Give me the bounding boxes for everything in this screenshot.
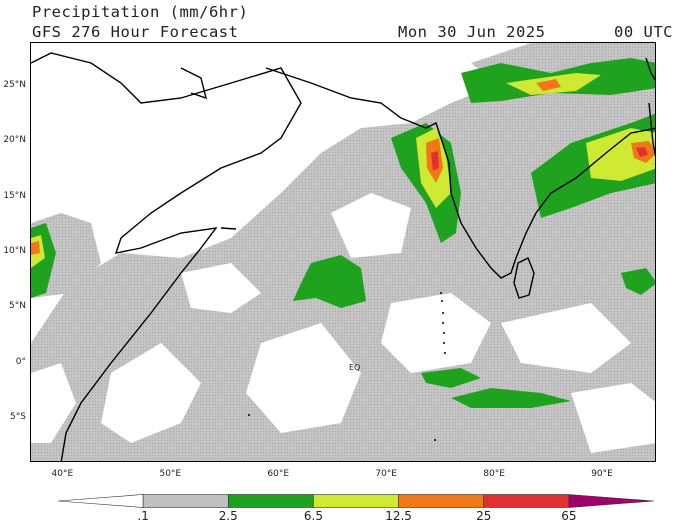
precip-heavy-areas xyxy=(31,73,655,268)
legend-color-swatch xyxy=(313,494,399,508)
longitude-label: 80°E xyxy=(483,469,505,479)
latitude-label: 10°N xyxy=(3,246,26,256)
precip-intense-areas xyxy=(31,79,655,255)
latitude-label: 0° xyxy=(15,356,26,367)
latitude-label: 15°N xyxy=(3,190,26,201)
legend-level-label: 12.5 xyxy=(385,509,412,523)
precipitation-map xyxy=(30,42,656,462)
equator-label: EQ xyxy=(349,363,361,372)
legend-level-label: .1 xyxy=(137,509,149,523)
longitude-label: 40°E xyxy=(51,469,74,479)
map-title: Precipitation (mm/6hr) xyxy=(32,3,249,21)
legend-level-label: 25 xyxy=(476,509,492,523)
island-dots xyxy=(248,292,446,441)
legend-level-label: 6.5 xyxy=(303,509,323,523)
latitude-label: 5°N xyxy=(9,301,26,312)
longitude-label: 90°E xyxy=(591,469,613,479)
legend-color-swatch xyxy=(483,494,570,508)
latitude-label: 25°N xyxy=(3,80,26,91)
legend-color-swatch xyxy=(58,494,144,508)
map-subtitle: GFS 276 Hour Forecast xyxy=(32,23,239,41)
legend-color-swatch xyxy=(398,494,485,508)
precip-gaps xyxy=(31,193,655,453)
coastlines xyxy=(31,52,655,461)
legend-level-label: 65 xyxy=(561,509,577,523)
longitude-label: 60°E xyxy=(267,469,290,479)
legend-level-label: 2.5 xyxy=(218,509,238,523)
color-legend-bar xyxy=(58,494,654,508)
valid-time: 00 UTC xyxy=(614,23,673,41)
legend-color-swatch xyxy=(142,494,229,508)
valid-date: Mon 30 Jun 2025 xyxy=(398,23,546,41)
map-canvas xyxy=(31,43,655,461)
latitude-label: 5°S xyxy=(10,411,26,422)
longitude-label: 70°E xyxy=(375,469,397,479)
longitude-label: 50°E xyxy=(159,469,182,479)
legend-color-swatch xyxy=(568,494,654,508)
legend-color-swatch xyxy=(227,494,314,508)
latitude-label: 20°N xyxy=(3,135,26,146)
